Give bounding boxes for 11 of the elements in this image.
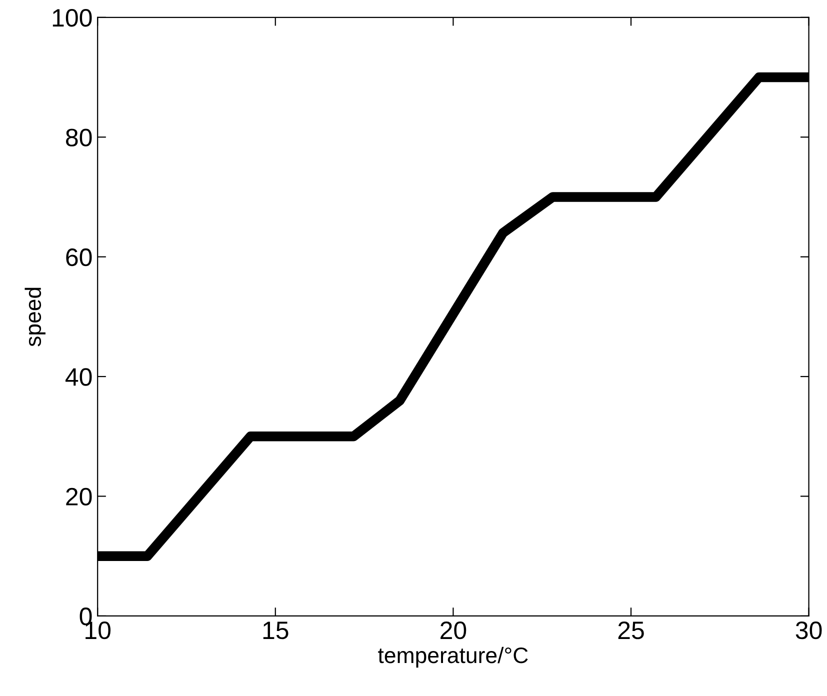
y-tick-label: 80 (66, 128, 92, 146)
x-tick-label: 30 (796, 621, 822, 640)
x-axis-title: temperature/°C (378, 646, 528, 668)
y-tick-label: 40 (65, 368, 92, 386)
y-tick-label: 20 (66, 488, 92, 506)
y-tick-label: 100 (52, 9, 92, 27)
x-tick-label: 25 (618, 621, 644, 640)
x-tick-label: 15 (263, 622, 288, 640)
y-axis-title: speed (24, 288, 46, 346)
x-tick-label: 20 (440, 621, 466, 640)
y-tick-label: 60 (66, 248, 92, 266)
